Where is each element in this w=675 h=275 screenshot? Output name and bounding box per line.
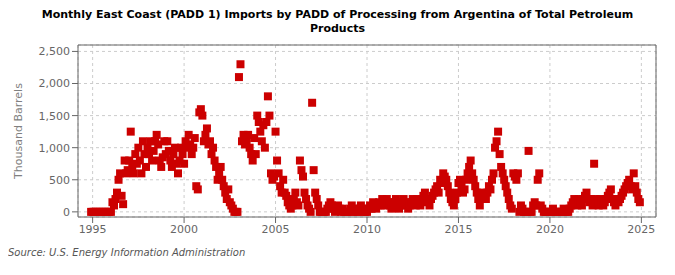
- html-text:Products: Products: [310, 22, 365, 35]
- svg-text:2,000: 2,000: [39, 77, 71, 90]
- svg-text:2,500: 2,500: [39, 45, 71, 58]
- svg-text:500: 500: [49, 174, 70, 187]
- svg-text:1,500: 1,500: [39, 110, 71, 123]
- svg-text:1,000: 1,000: [39, 142, 71, 155]
- svg-text:2015: 2015: [444, 223, 472, 236]
- html-text:Monthly East Coast (PADD 1) Im: Monthly East Coast (PADD 1) Imports by P…: [41, 8, 634, 21]
- svg-text:1995: 1995: [79, 223, 107, 236]
- svg-text:0: 0: [63, 206, 70, 219]
- svg-text:2020: 2020: [536, 223, 564, 236]
- svg-text:Thousand Barrels: Thousand Barrels: [12, 83, 25, 180]
- svg-text:2000: 2000: [170, 223, 198, 236]
- html-text:Source: U.S. Energy Informatio: Source: U.S. Energy Information Administ…: [8, 247, 246, 258]
- svg-text:2005: 2005: [262, 223, 290, 236]
- svg-text:2010: 2010: [353, 223, 381, 236]
- svg-text:2025: 2025: [627, 223, 655, 236]
